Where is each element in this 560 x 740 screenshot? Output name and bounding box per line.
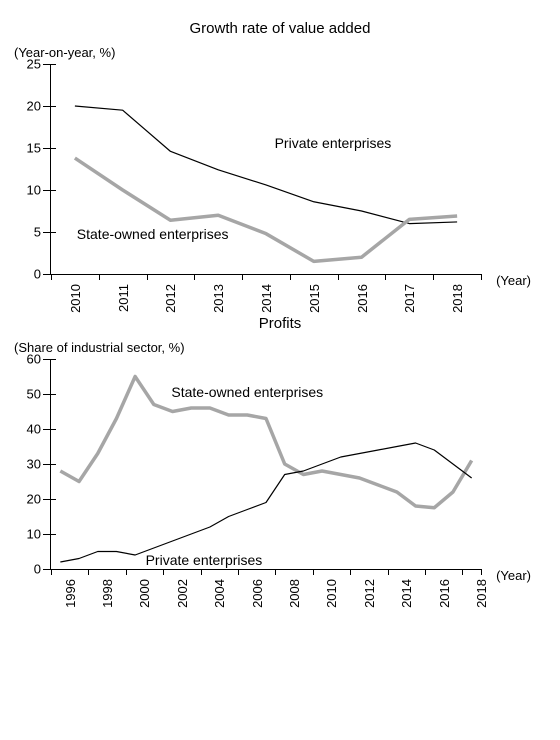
chart1-plot-area: (Year) 051015202520102011201220132014201…: [50, 64, 481, 275]
x-tick: [350, 569, 351, 575]
x-tick: [126, 569, 127, 575]
chart-growth-rate: Growth rate of value added (Year-on-year…: [10, 20, 550, 275]
y-tick-inner: [51, 190, 56, 191]
x-tick-label: 2018: [450, 284, 465, 313]
x-tick: [481, 274, 482, 280]
chart2-y-axis-label: (Share of industrial sector, %): [10, 340, 550, 355]
series-label: State-owned enterprises: [77, 226, 229, 242]
x-tick: [99, 274, 100, 280]
y-tick: [43, 464, 51, 465]
y-tick-inner: [51, 106, 56, 107]
y-tick: [43, 394, 51, 395]
x-tick: [51, 274, 52, 280]
y-tick-inner: [51, 499, 56, 500]
x-tick-label: 2018: [474, 579, 489, 608]
x-tick: [338, 274, 339, 280]
y-tick-label: 15: [27, 141, 41, 156]
x-tick-label: 2004: [212, 579, 227, 608]
y-tick-inner: [51, 464, 56, 465]
series-label: Private enterprises: [146, 552, 263, 568]
chart-profits: Profits (Share of industrial sector, %) …: [10, 315, 550, 570]
x-tick: [163, 569, 164, 575]
x-tick: [388, 569, 389, 575]
x-tick-label: 2010: [324, 579, 339, 608]
y-tick: [43, 569, 51, 570]
y-tick: [43, 190, 51, 191]
x-tick-label: 2016: [355, 284, 370, 313]
chart2-title: Profits: [10, 315, 550, 332]
x-tick-label: 2008: [287, 579, 302, 608]
y-tick: [43, 429, 51, 430]
x-tick-label: 2006: [250, 579, 265, 608]
series-label: State-owned enterprises: [171, 384, 323, 400]
y-tick-label: 40: [27, 422, 41, 437]
y-tick: [43, 64, 51, 65]
chart1-x-axis-label: (Year): [496, 273, 531, 288]
series-line: [75, 158, 457, 261]
y-tick-label: 60: [27, 352, 41, 367]
y-tick: [43, 106, 51, 107]
y-tick: [43, 534, 51, 535]
chart1-title: Growth rate of value added: [10, 20, 550, 37]
chart2-x-axis-label: (Year): [496, 568, 531, 583]
x-tick-label: 2002: [175, 579, 190, 608]
chart1-lines: [51, 64, 481, 274]
x-tick-label: 2010: [68, 284, 83, 313]
y-tick-label: 30: [27, 457, 41, 472]
x-tick: [147, 274, 148, 280]
y-tick-inner: [51, 534, 56, 535]
x-tick-label: 1998: [100, 579, 115, 608]
y-tick: [43, 499, 51, 500]
x-tick: [290, 274, 291, 280]
y-tick-inner: [51, 394, 56, 395]
series-line: [75, 106, 457, 224]
y-tick-inner: [51, 64, 56, 65]
x-tick-label: 2013: [211, 284, 226, 313]
x-tick-label: 2014: [259, 284, 274, 313]
x-tick: [88, 569, 89, 575]
x-tick: [433, 274, 434, 280]
y-tick-inner: [51, 359, 56, 360]
y-tick-label: 0: [34, 562, 41, 577]
x-tick: [462, 569, 463, 575]
y-tick-label: 25: [27, 57, 41, 72]
y-tick: [43, 274, 51, 275]
x-tick-label: 2014: [399, 579, 414, 608]
series-label: Private enterprises: [275, 135, 392, 151]
y-tick-inner: [51, 148, 56, 149]
y-tick: [43, 148, 51, 149]
y-tick-label: 20: [27, 99, 41, 114]
x-tick: [275, 569, 276, 575]
x-tick-label: 2012: [163, 284, 178, 313]
x-tick: [425, 569, 426, 575]
y-tick-label: 50: [27, 387, 41, 402]
y-tick-label: 10: [27, 527, 41, 542]
x-tick: [313, 569, 314, 575]
x-tick-label: 2016: [437, 579, 452, 608]
x-tick-label: 2011: [116, 284, 131, 312]
x-tick: [51, 569, 52, 575]
x-tick-label: 2017: [402, 284, 417, 313]
x-tick-label: 2015: [307, 284, 322, 313]
y-tick-label: 10: [27, 183, 41, 198]
y-tick: [43, 232, 51, 233]
y-tick: [43, 359, 51, 360]
x-tick: [194, 274, 195, 280]
x-tick-label: 2012: [362, 579, 377, 608]
x-tick: [481, 569, 482, 575]
x-tick-label: 1996: [63, 579, 78, 608]
x-tick: [201, 569, 202, 575]
x-tick: [385, 274, 386, 280]
chart1-y-axis-label: (Year-on-year, %): [10, 45, 550, 60]
x-tick: [242, 274, 243, 280]
x-tick: [238, 569, 239, 575]
x-tick-label: 2000: [137, 579, 152, 608]
y-tick-inner: [51, 232, 56, 233]
y-tick-label: 0: [34, 267, 41, 282]
chart2-plot-area: (Year) 010203040506019961998200020022004…: [50, 359, 481, 570]
y-tick-label: 20: [27, 492, 41, 507]
y-tick-label: 5: [34, 225, 41, 240]
y-tick-inner: [51, 429, 56, 430]
